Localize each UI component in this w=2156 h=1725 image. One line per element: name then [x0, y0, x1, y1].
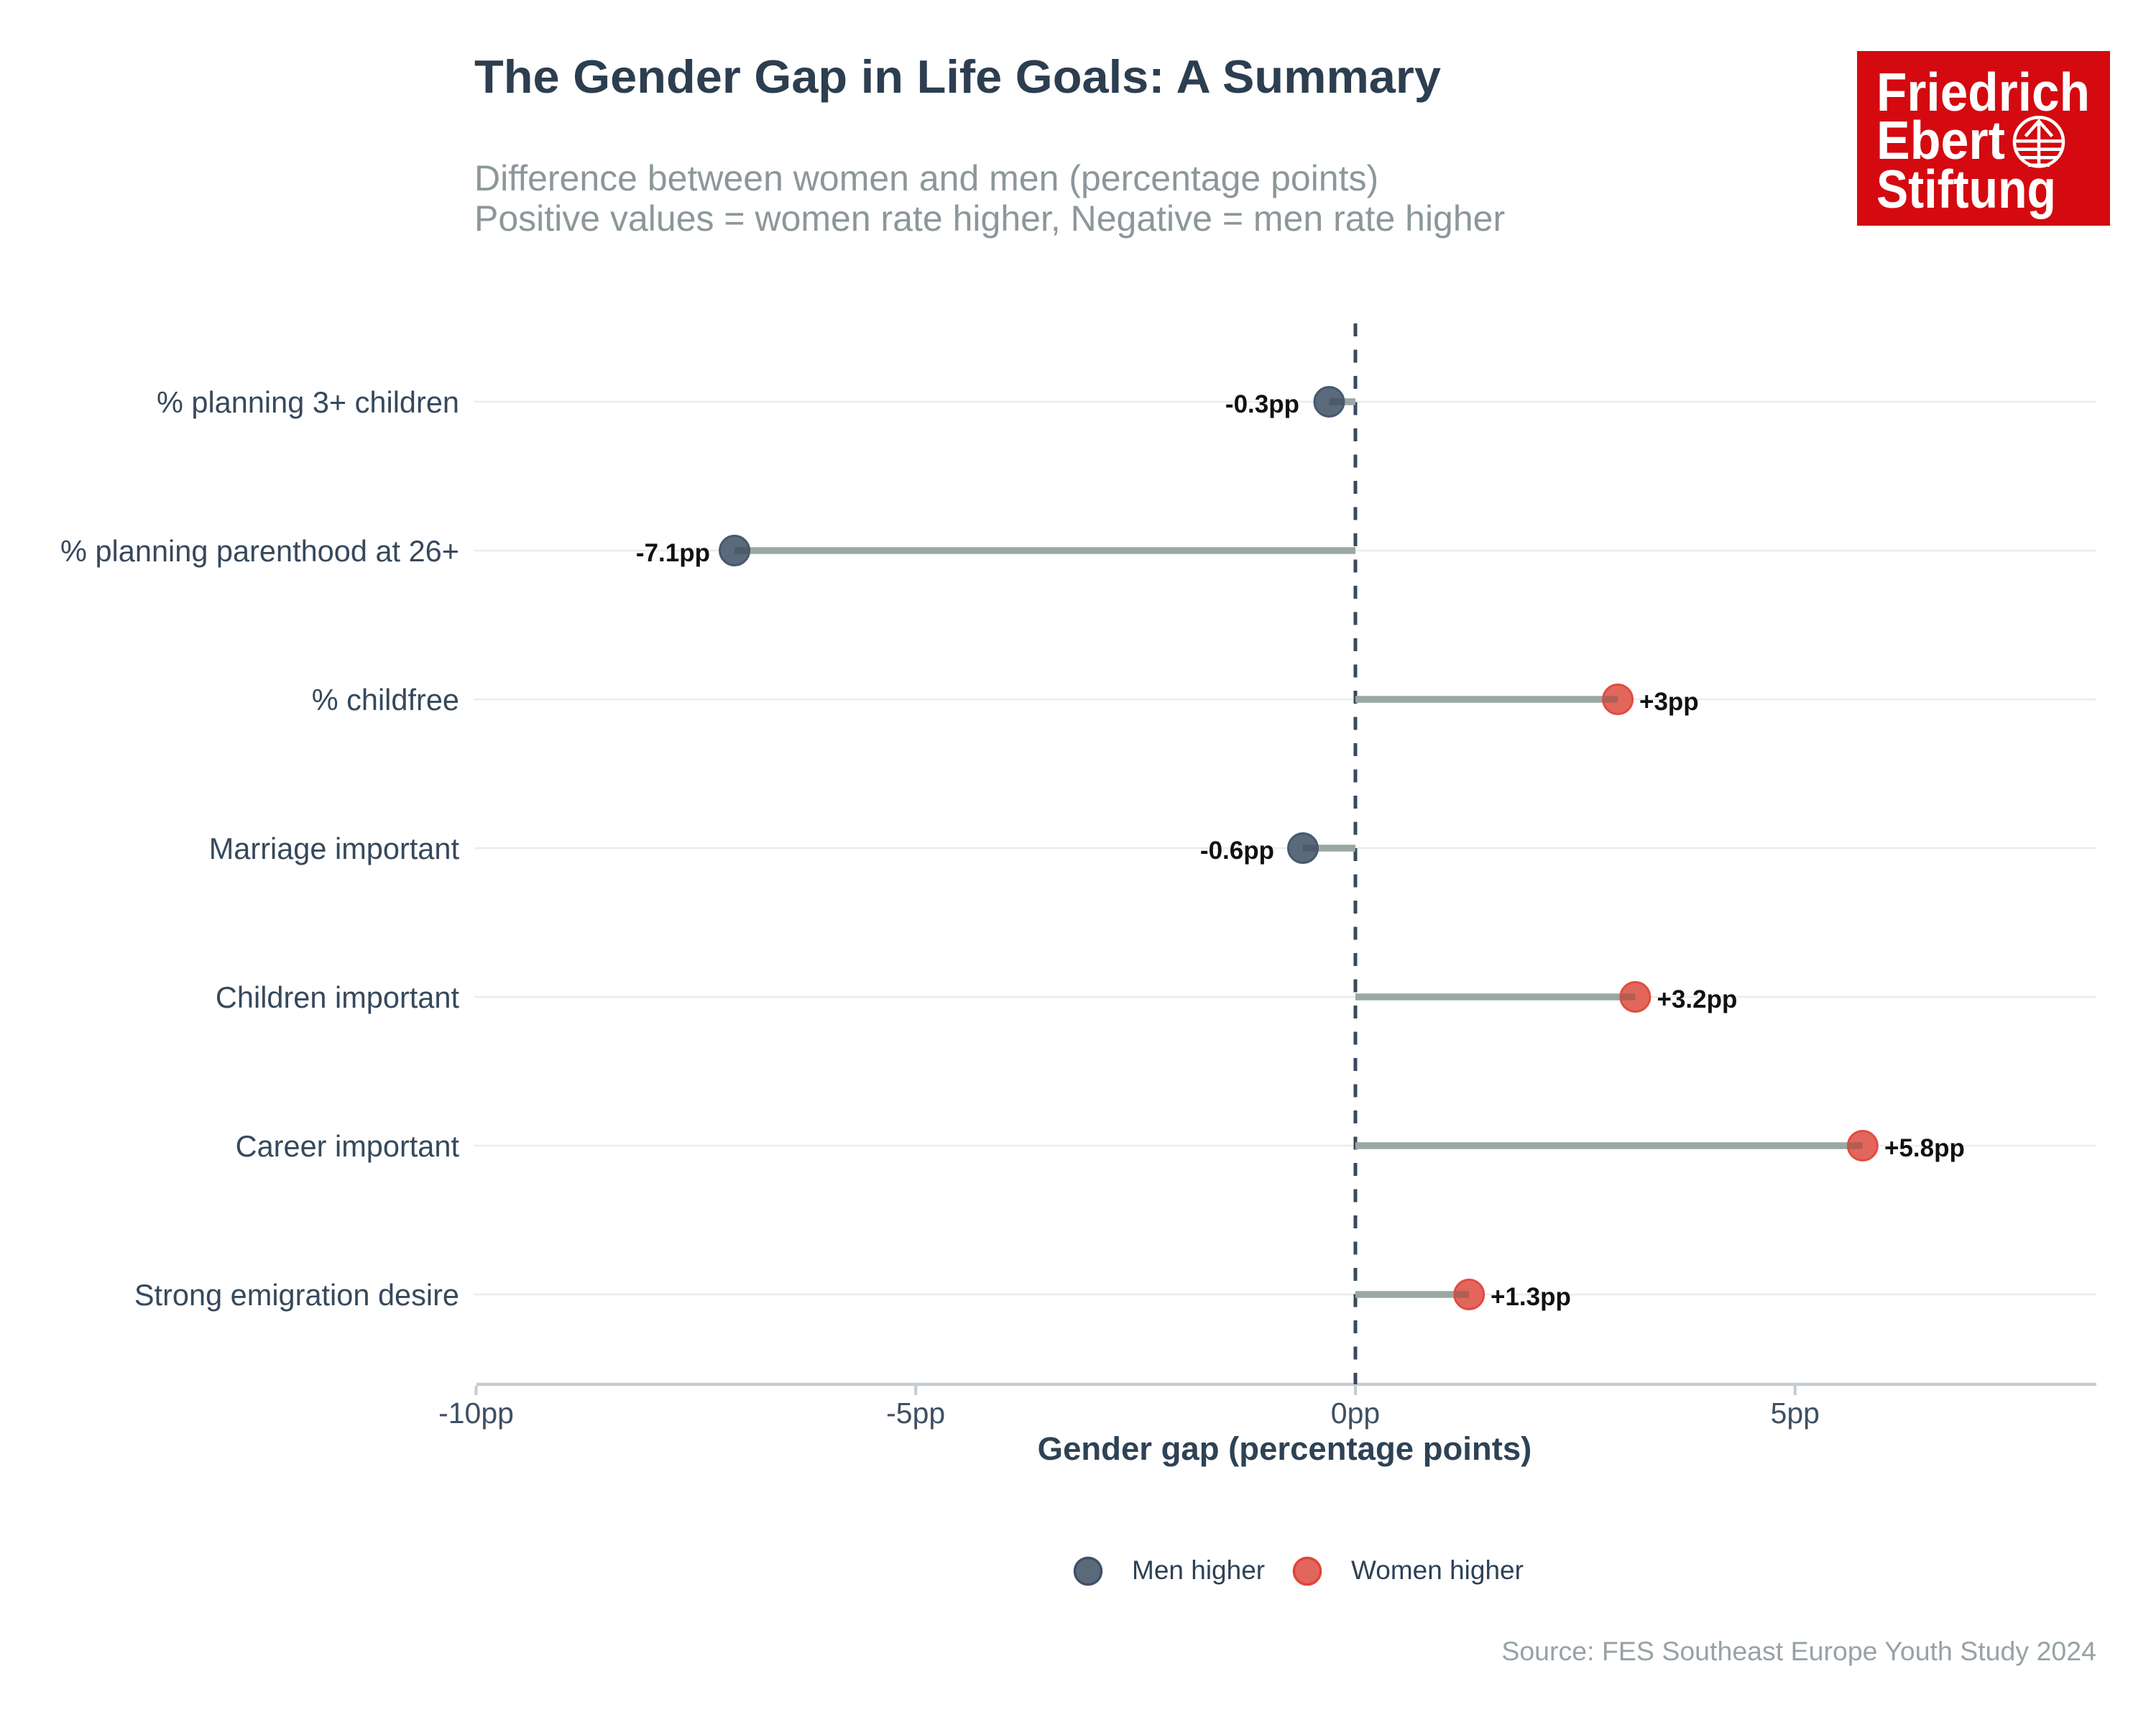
svg-text:% planning 3+ children: % planning 3+ children: [157, 385, 459, 419]
svg-text:5pp: 5pp: [1771, 1397, 1820, 1430]
svg-text:Ebert: Ebert: [1876, 110, 2005, 170]
svg-text:+5.8pp: +5.8pp: [1884, 1134, 1965, 1162]
svg-text:+1.3pp: +1.3pp: [1491, 1283, 1571, 1311]
svg-text:+3pp: +3pp: [1639, 688, 1699, 716]
svg-text:Career important: Career important: [236, 1129, 460, 1163]
svg-text:Marriage important: Marriage important: [209, 832, 460, 865]
svg-text:+3.2pp: +3.2pp: [1657, 985, 1738, 1013]
svg-text:Source: FES Southeast Europe Y: Source: FES Southeast Europe Youth Study…: [1501, 1636, 2096, 1666]
svg-text:-10pp: -10pp: [438, 1397, 514, 1430]
svg-text:The Gender Gap in Life Goals:: The Gender Gap in Life Goals: A Summary: [474, 50, 1441, 103]
svg-text:Positive values = women rate h: Positive values = women rate higher, Neg…: [474, 198, 1505, 239]
svg-text:% planning parenthood at 26+: % planning parenthood at 26+: [60, 534, 459, 568]
svg-text:0pp: 0pp: [1331, 1397, 1380, 1430]
svg-text:-0.3pp: -0.3pp: [1225, 390, 1299, 418]
svg-text:-7.1pp: -7.1pp: [636, 539, 710, 567]
svg-text:Men higher: Men higher: [1132, 1555, 1265, 1585]
svg-text:Stiftung: Stiftung: [1876, 159, 2056, 219]
svg-text:Children important: Children important: [216, 980, 460, 1014]
svg-text:Strong emigration desire: Strong emigration desire: [134, 1278, 459, 1312]
svg-text:Gender gap (percentage points): Gender gap (percentage points): [1038, 1430, 1532, 1467]
svg-text:Women higher: Women higher: [1351, 1555, 1524, 1585]
svg-text:-0.6pp: -0.6pp: [1200, 837, 1274, 865]
svg-text:Difference between women and m: Difference between women and men (percen…: [474, 158, 1378, 198]
svg-text:Friedrich: Friedrich: [1876, 62, 2090, 122]
svg-text:% childfree: % childfree: [312, 683, 459, 717]
svg-text:-5pp: -5pp: [886, 1397, 945, 1430]
